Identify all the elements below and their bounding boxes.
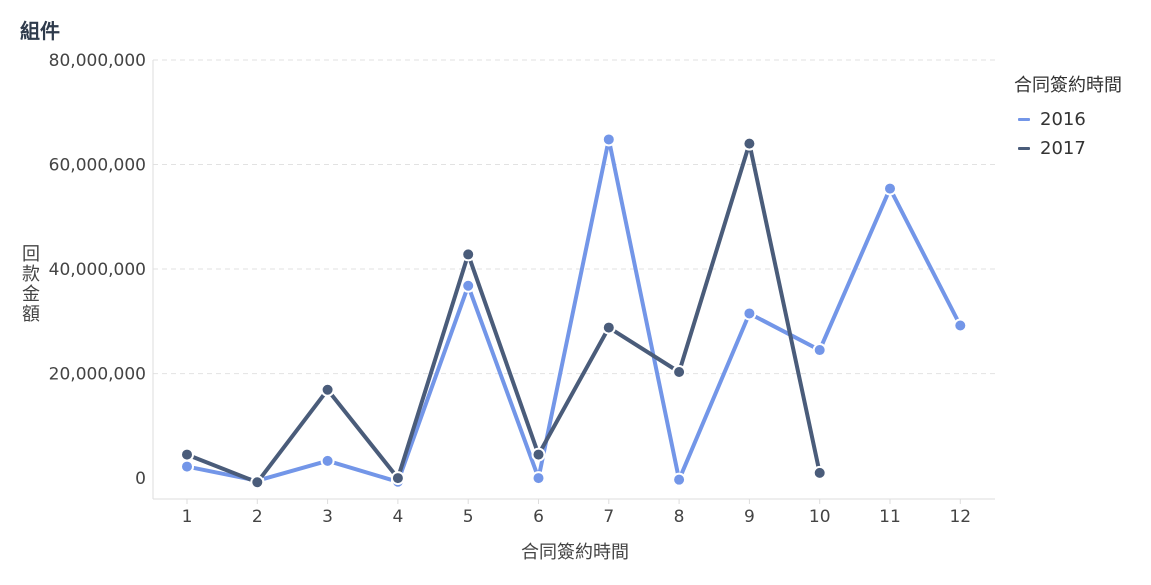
x-tick-label: 2 — [252, 507, 263, 527]
data-point-2017 — [601, 320, 616, 335]
series-2017 — [180, 136, 827, 490]
legend-title: 合同簽約時間 — [1014, 75, 1122, 96]
y-axis-label-char: 款 — [22, 264, 40, 285]
y-tick-label: 20,000,000 — [49, 365, 146, 385]
x-tick-label: 5 — [463, 507, 474, 527]
x-tick-label: 3 — [322, 507, 333, 527]
x-axis-label: 合同簽約時間 — [521, 542, 629, 563]
x-axis-ticks: 1 2 3 4 5 6 7 8 9 10 11 12 — [182, 499, 971, 527]
legend-swatch — [1018, 147, 1030, 150]
x-tick-label: 9 — [744, 507, 755, 527]
legend-swatch — [1018, 118, 1030, 121]
data-point-2017 — [742, 136, 757, 151]
data-point-2016 — [180, 459, 194, 474]
data-point-2016 — [812, 343, 827, 358]
x-tick-label: 8 — [674, 507, 685, 527]
y-axis-label-char: 金 — [22, 284, 40, 305]
series-line-2017 — [185, 141, 822, 485]
series-layer — [180, 132, 968, 490]
x-tick-label: 11 — [879, 507, 901, 527]
data-point-2016 — [461, 278, 476, 293]
series-line-2016 — [185, 137, 963, 484]
data-point-2016 — [601, 132, 616, 147]
data-point-2017 — [672, 365, 687, 380]
data-point-2017 — [531, 447, 546, 462]
data-point-2016 — [672, 472, 687, 487]
legend: 合同簽約時間 2016 2017 — [1014, 71, 1122, 163]
legend-label: 2016 — [1040, 109, 1086, 130]
y-axis-ticks: 0 20,000,000 40,000,000 60,000,000 80,000,00… — [49, 51, 146, 489]
x-tick-label: 12 — [949, 507, 971, 527]
x-tick-label: 10 — [809, 507, 831, 527]
grid-lines — [153, 59, 995, 375]
data-point-2017 — [812, 465, 827, 480]
data-point-2017 — [461, 247, 476, 262]
y-tick-label: 40,000,000 — [49, 260, 146, 280]
data-point-2016 — [953, 318, 968, 333]
data-point-2016 — [531, 471, 546, 486]
y-tick-label: 80,000,000 — [49, 51, 146, 71]
y-axis-label-char: 額 — [22, 304, 40, 325]
x-tick-label: 4 — [392, 507, 403, 527]
legend-item-2017[interactable]: 2017 — [1014, 134, 1122, 163]
data-point-2017 — [390, 471, 405, 486]
x-tick-label: 6 — [533, 507, 544, 527]
data-point-2017 — [180, 447, 194, 462]
x-tick-label: 1 — [182, 507, 193, 527]
series-2016 — [180, 132, 968, 489]
chart-title: 組件 — [20, 19, 60, 43]
legend-label: 2017 — [1040, 138, 1086, 159]
legend-item-2016[interactable]: 2016 — [1014, 105, 1122, 134]
y-tick-label: 60,000,000 — [49, 156, 146, 176]
y-tick-label: 0 — [135, 469, 146, 489]
data-point-2016 — [742, 306, 757, 321]
data-point-2017 — [320, 382, 335, 397]
legend-items: 2016 2017 — [1014, 105, 1122, 163]
data-point-2017 — [250, 475, 265, 490]
x-tick-label: 7 — [603, 507, 614, 527]
axes — [152, 60, 995, 500]
y-axis-label-char: 回 — [22, 244, 40, 265]
data-point-2016 — [320, 453, 335, 468]
data-point-2016 — [883, 181, 897, 196]
